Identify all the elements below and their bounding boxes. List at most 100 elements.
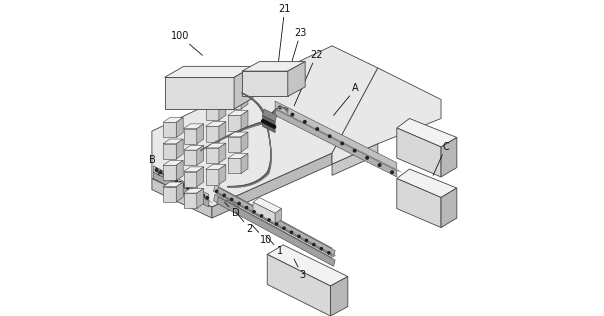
Text: 1: 1 <box>266 235 283 256</box>
Polygon shape <box>228 111 248 115</box>
Polygon shape <box>228 158 241 173</box>
Polygon shape <box>184 129 197 144</box>
Polygon shape <box>184 193 197 208</box>
Polygon shape <box>275 209 281 224</box>
Circle shape <box>231 198 233 201</box>
Polygon shape <box>152 179 212 218</box>
Polygon shape <box>197 188 204 208</box>
Polygon shape <box>332 144 378 175</box>
Circle shape <box>182 184 185 186</box>
Polygon shape <box>242 71 288 96</box>
Polygon shape <box>197 167 204 187</box>
Circle shape <box>171 177 173 180</box>
Circle shape <box>262 119 265 123</box>
Polygon shape <box>330 276 348 316</box>
Text: B: B <box>149 155 159 175</box>
Circle shape <box>223 194 225 196</box>
Polygon shape <box>214 185 332 254</box>
Polygon shape <box>263 109 277 122</box>
Text: 10: 10 <box>251 224 272 245</box>
Polygon shape <box>397 169 457 198</box>
Polygon shape <box>228 132 248 137</box>
Polygon shape <box>153 166 209 201</box>
Polygon shape <box>184 172 197 187</box>
Polygon shape <box>214 194 332 264</box>
Polygon shape <box>241 111 248 131</box>
Circle shape <box>167 175 170 178</box>
Text: D: D <box>225 202 239 218</box>
Polygon shape <box>163 182 183 187</box>
Circle shape <box>264 121 267 124</box>
Polygon shape <box>163 122 176 137</box>
Circle shape <box>238 203 240 205</box>
Polygon shape <box>441 137 457 177</box>
Circle shape <box>266 122 269 125</box>
Polygon shape <box>184 124 204 129</box>
Polygon shape <box>441 188 457 228</box>
Polygon shape <box>163 118 183 122</box>
Polygon shape <box>219 143 226 163</box>
Circle shape <box>187 186 189 188</box>
Circle shape <box>329 135 331 137</box>
Circle shape <box>291 231 292 233</box>
Polygon shape <box>263 115 275 133</box>
Circle shape <box>291 113 294 116</box>
Polygon shape <box>275 109 397 177</box>
Circle shape <box>298 235 300 238</box>
Polygon shape <box>242 62 305 71</box>
Circle shape <box>304 121 306 123</box>
Polygon shape <box>164 77 234 109</box>
Circle shape <box>353 149 356 152</box>
Circle shape <box>378 164 381 166</box>
Polygon shape <box>275 101 397 171</box>
Polygon shape <box>397 128 441 177</box>
Text: 2: 2 <box>236 212 253 234</box>
Polygon shape <box>219 100 226 120</box>
Polygon shape <box>176 139 183 159</box>
Circle shape <box>175 179 178 182</box>
Polygon shape <box>184 167 204 172</box>
Polygon shape <box>212 153 332 218</box>
Circle shape <box>206 197 208 199</box>
Circle shape <box>320 248 323 250</box>
Circle shape <box>190 188 193 191</box>
Polygon shape <box>205 165 226 169</box>
Polygon shape <box>152 46 378 207</box>
Circle shape <box>391 171 393 173</box>
Polygon shape <box>228 154 248 158</box>
Circle shape <box>202 194 205 197</box>
Polygon shape <box>217 187 335 257</box>
Polygon shape <box>197 124 204 144</box>
Polygon shape <box>217 197 335 266</box>
Text: 100: 100 <box>171 31 202 55</box>
Polygon shape <box>205 169 219 185</box>
Text: A: A <box>333 83 359 115</box>
Circle shape <box>198 192 201 195</box>
Polygon shape <box>241 89 248 109</box>
Polygon shape <box>197 145 204 165</box>
Polygon shape <box>205 148 219 163</box>
Text: 21: 21 <box>275 4 291 90</box>
Circle shape <box>316 128 318 130</box>
Polygon shape <box>205 105 219 120</box>
Polygon shape <box>241 154 248 173</box>
Polygon shape <box>184 145 204 150</box>
Circle shape <box>216 190 218 192</box>
Circle shape <box>313 243 315 246</box>
Circle shape <box>159 171 162 173</box>
Text: 3: 3 <box>294 259 305 280</box>
Polygon shape <box>163 139 183 144</box>
Polygon shape <box>397 118 457 147</box>
Circle shape <box>278 106 281 109</box>
Polygon shape <box>153 172 209 207</box>
Polygon shape <box>163 144 176 159</box>
Polygon shape <box>397 179 441 228</box>
Polygon shape <box>176 118 183 137</box>
Circle shape <box>305 240 307 241</box>
Polygon shape <box>253 202 275 224</box>
Polygon shape <box>241 132 248 152</box>
Polygon shape <box>332 68 441 164</box>
Polygon shape <box>219 165 226 185</box>
Circle shape <box>271 124 274 127</box>
Circle shape <box>163 173 165 176</box>
